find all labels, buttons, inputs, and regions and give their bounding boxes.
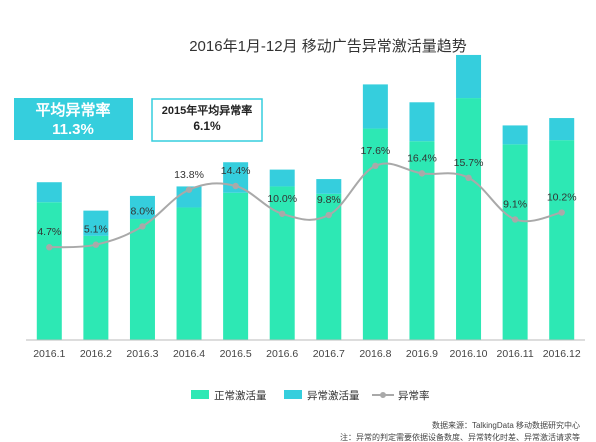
bar-normal-2016.11 — [502, 144, 528, 340]
x-tick-2016.8: 2016.8 — [359, 348, 391, 360]
bar-normal-2016.4 — [176, 207, 202, 340]
bar-abnormal-2016.8 — [362, 84, 388, 129]
rate-line-layer: 4.7% 5.1% 8.0% 13.8% 14.4% 10.0% 9.8% 17.6% 16.4… — [37, 145, 577, 251]
x-tick-2016.11: 2016.11 — [497, 348, 534, 360]
bar-normal-2016.12 — [549, 140, 575, 340]
bars-layer — [36, 54, 575, 341]
rate-label-2016.2: 5.1% — [84, 224, 108, 236]
x-tick-2016.10: 2016.10 — [450, 348, 488, 360]
rate-line — [49, 162, 562, 249]
bar-normal-2016.2 — [83, 235, 109, 340]
legend-label-rate: 异常率 — [398, 389, 430, 402]
avg-rate-label: 平均异常率 — [35, 101, 110, 119]
x-tick-2016.3: 2016.3 — [126, 348, 158, 360]
rate-point-2016.5 — [232, 182, 239, 190]
x-tick-labels: 2016.1 2016.2 2016.3 2016.4 2016.5 2016.6 2016… — [33, 348, 581, 360]
rate-label-2016.12: 10.2% — [547, 192, 577, 204]
rate-label-2016.11: 9.1% — [503, 198, 527, 210]
bar-abnormal-2016.10 — [456, 54, 482, 99]
prev-rate-box: 2015年平均异常率 6.1% — [151, 98, 263, 142]
rate-point-2016.9 — [418, 170, 426, 177]
footnote: 注：异常的判定需要依据设备数度、异常转化时差、异常激活请求等 — [340, 432, 580, 442]
rate-label-2016.10: 15.7% — [454, 157, 484, 169]
rate-point-2016.4 — [185, 186, 193, 193]
legend-swatch-normal — [191, 390, 209, 399]
legend: 正常激活量 异常激活量 异常率 — [191, 389, 430, 402]
rate-label-2016.7: 9.8% — [317, 194, 341, 206]
x-tick-2016.6: 2016.6 — [266, 348, 298, 360]
prev-rate-value: 6.1% — [193, 119, 221, 133]
bar-abnormal-2016.2 — [83, 210, 109, 236]
x-tick-2016.4: 2016.4 — [173, 348, 205, 360]
rate-point-2016.12 — [558, 209, 565, 216]
legend-marker-rate — [380, 392, 386, 398]
x-tick-2016.7: 2016.7 — [313, 348, 345, 360]
bar-normal-2016.8 — [362, 128, 388, 340]
bar-abnormal-2016.6 — [269, 169, 295, 187]
prev-rate-box-border — [151, 98, 263, 142]
rate-point-2016.6 — [279, 210, 286, 217]
legend-swatch-abnormal — [284, 390, 302, 399]
rate-point-2016.11 — [511, 216, 519, 223]
bar-abnormal-2016.11 — [502, 125, 528, 145]
bar-normal-2016.3 — [129, 219, 155, 340]
rate-label-2016.8: 17.6% — [360, 145, 390, 157]
rate-label-2016.5: 14.4% — [221, 165, 251, 177]
rate-point-2016.7 — [325, 211, 332, 219]
rate-label-2016.9: 16.4% — [407, 152, 437, 164]
avg-rate-box: 平均异常率 11.3% — [14, 98, 133, 140]
legend-label-normal: 正常激活量 — [214, 389, 267, 402]
bar-abnormal-2016.12 — [549, 118, 575, 141]
x-tick-2016.5: 2016.5 — [220, 348, 252, 360]
x-tick-2016.9: 2016.9 — [406, 348, 438, 360]
x-tick-2016.1: 2016.1 — [33, 348, 65, 360]
prev-rate-label: 2015年平均异常率 — [162, 103, 252, 117]
bar-abnormal-2016.1 — [36, 182, 62, 203]
rate-label-2016.1: 4.7% — [37, 226, 61, 238]
legend-label-abnormal: 异常激活量 — [307, 389, 360, 402]
bar-abnormal-2016.3 — [129, 195, 155, 220]
rate-point-2016.3 — [139, 223, 146, 230]
x-tick-2016.12: 2016.12 — [543, 348, 581, 360]
x-tick-2016.2: 2016.2 — [80, 348, 112, 360]
rate-point-2016.2 — [92, 241, 100, 248]
rate-label-2016.6: 10.0% — [267, 193, 297, 205]
bar-abnormal-2016.7 — [316, 179, 342, 194]
rate-label-2016.3: 8.0% — [130, 205, 154, 217]
bar-normal-2016.10 — [456, 98, 482, 341]
rate-point-2016.10 — [465, 174, 472, 182]
chart-title: 2016年1月-12月 移动广告异常激活量趋势 — [189, 38, 467, 55]
bar-normal-2016.5 — [223, 192, 249, 340]
avg-rate-value: 11.3% — [52, 121, 94, 138]
source-note: 数据来源：TalkingData 移动数据研究中心 — [432, 420, 580, 430]
rate-label-2016.4: 13.8% — [174, 169, 204, 181]
bar-abnormal-2016.4 — [176, 186, 202, 208]
bar-abnormal-2016.9 — [409, 102, 435, 142]
rate-point-2016.1 — [46, 244, 53, 251]
rate-point-2016.8 — [372, 162, 379, 170]
avg-rate-box-bg — [14, 98, 133, 140]
bar-normal-2016.1 — [36, 202, 62, 340]
